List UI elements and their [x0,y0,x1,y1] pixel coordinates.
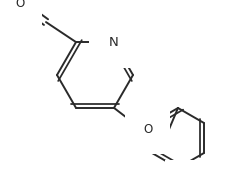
Text: O: O [143,124,152,136]
Text: O: O [182,177,192,190]
Text: O: O [15,0,25,10]
Text: N: N [109,36,119,49]
